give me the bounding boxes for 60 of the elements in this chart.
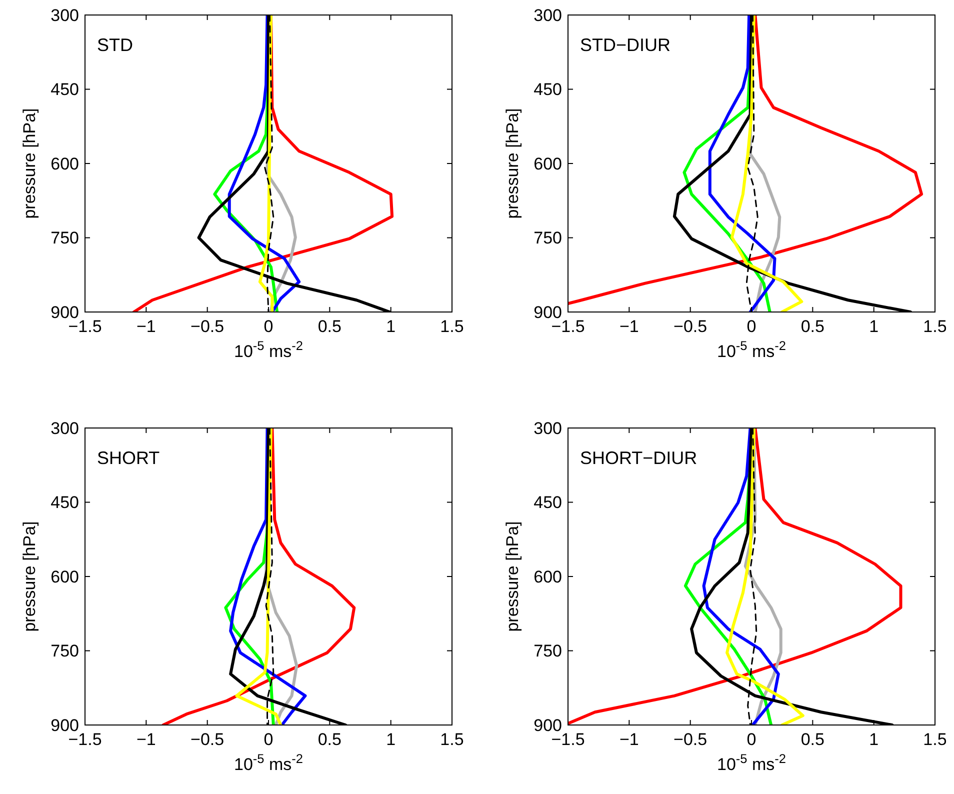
x-tick-label: 0 [746,730,756,749]
x-tick-label: 0.5 [800,730,824,749]
y-tick-label: 450 [50,80,79,100]
text: STD−DIUR [580,35,671,55]
x-tick-label: 1.5 [923,730,947,749]
x-tick-label: −1 [136,730,156,749]
line-series [726,428,804,725]
x-axis-title: 10$^{-5}$ ms$^{-2}$ [234,750,303,774]
x-axis-title: 10$^{-5}$ ms$^{-2}$ [717,338,786,361]
x-axis-title: 10$^{-5}$ ms$^{-2}$ [717,750,786,774]
y-tick-label: 300 [534,6,562,25]
x-tick-label: 0 [264,317,274,336]
x-tick-label: −1 [619,317,639,336]
text: STD [97,35,133,55]
y-tick-label: 600 [534,567,562,586]
y-tick-label: 750 [534,642,562,661]
y-tick-label: 750 [534,228,562,248]
y-tick-label: 300 [50,6,79,25]
y-tick-label: 300 [534,418,562,438]
x-tick-label: −0.5 [674,730,708,749]
x-tick-label: 1 [386,730,396,749]
x-tick-label: 0 [746,317,756,336]
y-tick-label: 750 [50,228,79,248]
x-tick-label: 1 [869,730,879,749]
x-tick-label: 0.5 [318,730,342,749]
x-tick-label: 0 [264,730,274,749]
line-series [708,15,776,312]
x-tick-label: 1 [386,317,396,336]
x-tick-label: −1 [619,730,639,749]
x-tick-label: −1 [136,317,156,336]
x-tick-label: 1.5 [440,317,464,336]
y-tick-label: 300 [50,418,79,438]
x-tick-label: −0.5 [190,730,224,749]
y-axis-title: pressure [hPa] [20,108,39,219]
x-tick-label: 1 [869,317,879,336]
text: SHORT [97,448,160,468]
y-axis-title: pressure [hPa] [20,521,39,632]
x-tick-label: −0.5 [674,317,708,336]
y-tick-label: 450 [534,80,562,100]
x-tick-label: 0.5 [800,317,824,336]
line-series [702,428,780,725]
y-tick-label: 600 [534,154,562,174]
y-tick-label: 750 [50,642,79,661]
y-tick-label: 450 [534,493,562,512]
text: SHORT−DIUR [580,448,698,468]
x-tick-label: 1.5 [923,317,947,336]
line-series [568,428,902,725]
x-tick-label: −0.5 [190,317,224,336]
y-axis-title: pressure [hPa] [503,108,522,219]
y-axis-title: pressure [hPa] [503,521,522,632]
line-series [228,15,301,312]
x-tick-label: 0.5 [318,317,342,336]
y-tick-label: 600 [50,154,79,174]
line-series [730,15,804,312]
y-tick-label: 450 [50,493,79,512]
line-series [162,428,356,725]
line-series [568,15,924,306]
x-axis-title: 10$^{-5}$ ms$^{-2}$ [234,338,303,361]
y-tick-label: 600 [50,567,79,586]
x-tick-label: 1.5 [440,730,464,749]
